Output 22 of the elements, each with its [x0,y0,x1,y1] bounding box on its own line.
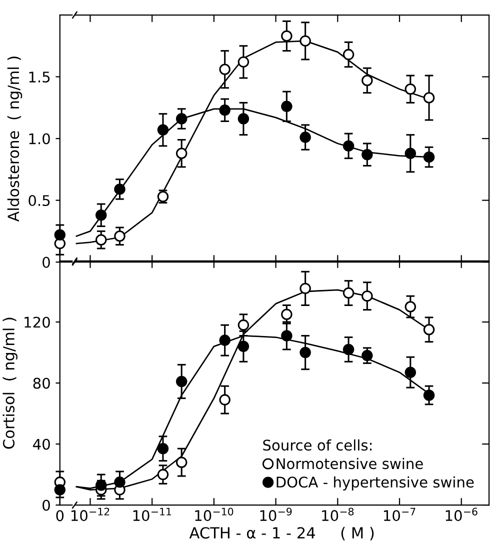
y-tick-label: 80 [33,378,50,389]
legend-label: Normotensive swine [276,458,423,470]
x-tick-label: 10$^{−12}$ [71,508,110,522]
y-tick-label: 120 [24,316,50,328]
y-tick-label: 1.0 [29,133,50,144]
legend-label: DOCA - hypertensive swine [276,476,474,490]
y-axis-title: Aldosterone ( ng/ml ) [7,56,22,222]
y-tick-label: 0 [42,500,50,511]
x-tick-label: 10$^{−8}$ [322,508,354,522]
x-tick-label: 10$^{−10}$ [195,508,234,522]
x-tick-label: 10$^{−11}$ [133,508,172,522]
y-axis-title: Cortisol ( ng/ml ) [2,318,18,449]
y-tick-label: 0.5 [28,195,50,206]
y-tick-label: 40 [33,438,50,450]
x-tick-label: 10$^{−6}$ [446,508,478,522]
x-tick-label: 10$^{−9}$ [260,508,292,522]
x-tick-label: 10$^{−7}$ [384,508,416,522]
x-axis-title: ACTH - α - 1 - 24 ( M ) [189,526,374,540]
y-tick-label: 0 [42,256,50,268]
x-tick-label: 0 [56,510,64,522]
legend-title: Source of cells: [263,439,372,451]
y-tick-label: 1.5 [29,72,50,83]
